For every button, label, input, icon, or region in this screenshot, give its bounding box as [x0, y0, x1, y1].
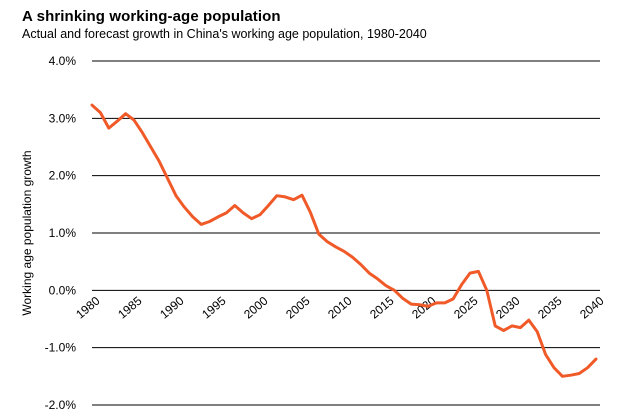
x-tick-label: 2005	[283, 293, 313, 321]
x-tick-label: 2000	[241, 293, 271, 321]
y-tick-label: 0.0%	[49, 283, 77, 297]
y-tick-label: 2.0%	[49, 169, 77, 183]
x-tick-label: 2040	[577, 293, 607, 321]
x-axis-ticks: 1980 1985 1990 1995 2000 2005 2010 2015 2020 2025…	[73, 293, 607, 321]
chart-subtitle: Actual and forecast growth in China's wo…	[22, 27, 427, 41]
x-tick-label: 2035	[535, 293, 565, 321]
y-tick-label: 3.0%	[49, 111, 77, 125]
x-tick-label: 2030	[493, 293, 523, 321]
y-tick-label: -1.0%	[45, 341, 77, 355]
x-tick-label: 2010	[325, 293, 355, 321]
chart-title: A shrinking working-age population	[22, 8, 281, 25]
x-tick-label: 1990	[157, 293, 187, 321]
y-tick-label: 1.0%	[49, 226, 77, 240]
y-tick-label: -2.0%	[45, 398, 77, 412]
x-tick-label: 2015	[367, 293, 397, 321]
x-tick-label: 1980	[73, 293, 103, 321]
y-axis-ticks: 4.0% 3.0% 2.0% 1.0% 0.0% -1.0% -2.0%	[45, 54, 77, 412]
x-tick-label: 1985	[115, 293, 145, 321]
series-group	[90, 103, 598, 378]
y-tick-label: 4.0%	[49, 54, 77, 68]
x-tick-label: 2020	[409, 293, 439, 321]
gridlines	[92, 60, 600, 406]
y-axis-label: Working age population growth	[20, 150, 34, 315]
series-line-0	[90, 103, 598, 378]
x-tick-label: 1995	[199, 293, 229, 321]
